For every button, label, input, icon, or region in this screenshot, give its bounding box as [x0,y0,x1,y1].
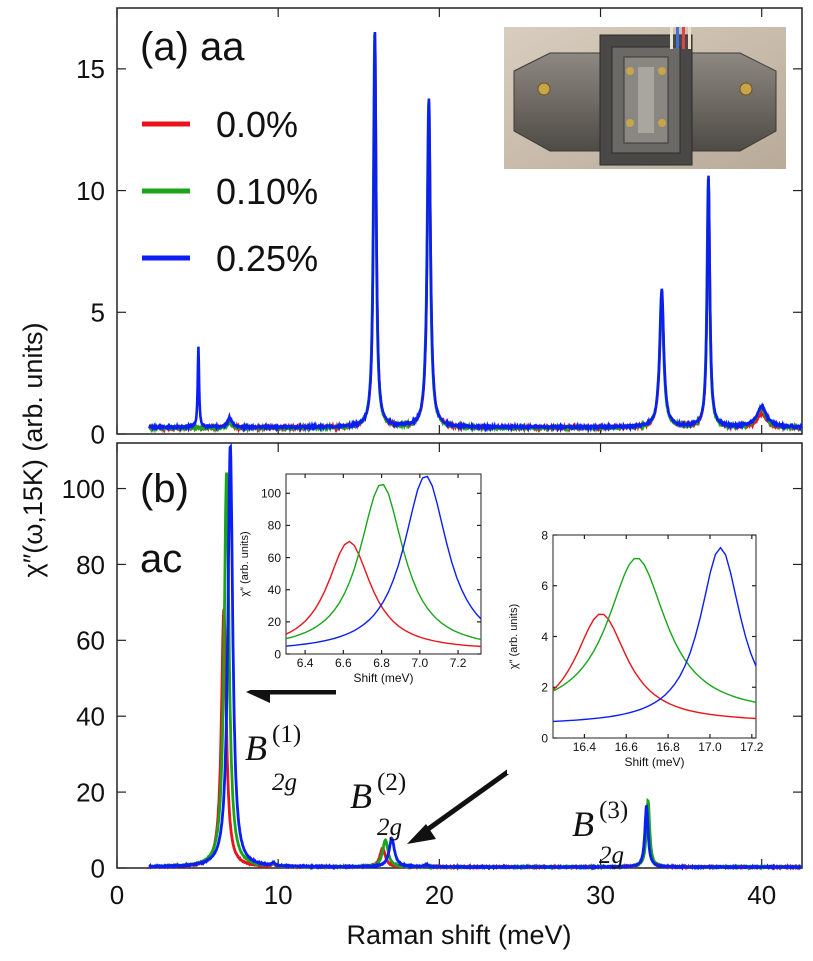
arrow-head [407,824,436,844]
y-tick-label: 6 [541,579,548,593]
y-tick-label: 20 [268,615,282,629]
peak-label-sub: 2g [599,842,624,869]
main-labels: χ″(ω,15K) (arb. units) Raman shift (meV) [18,323,572,950]
y-tick-label: 80 [76,550,105,580]
panel-subtitle: ac [140,537,182,581]
inset-x-label: Shift (meV) [624,755,684,769]
y-tick-label: 0 [541,731,548,745]
inset-series-0.25% [285,475,482,647]
x-tick-label: 16.8 [656,740,680,754]
y-tick-label: 8 [541,528,548,542]
inset-series-0.0% [285,540,482,648]
x-tick-label: 16.4 [573,740,597,754]
y-tick-label: 40 [268,583,282,597]
series-line-0.25% [148,443,803,871]
x-tick-label: 10 [264,880,293,910]
inset-x-label: Shift (meV) [353,671,413,685]
peak-label-sub: 2g [377,814,402,841]
panel-title: (a) aa [140,25,245,69]
legend-label: 0.0% [216,104,298,145]
y-tick-label: 0 [91,419,105,449]
peak-label: B [350,776,372,816]
inset-bg [238,470,487,690]
y-tick-label: 0 [91,853,105,883]
y-tick-label: 0 [274,647,281,661]
inset-series-0.10% [552,557,757,703]
inset-y-label: χ″ (arb. units) [508,604,520,669]
y-tick-label: 40 [76,702,105,732]
inset-series-0.10% [285,483,482,641]
x-tick-label: 7.2 [450,656,467,670]
peak-label-sup: (2) [377,769,406,796]
y-tick-label: 20 [76,777,105,807]
x-tick-label: 20 [425,880,454,910]
x-tick-label: 6.8 [373,656,390,670]
peak-label-sup: (1) [272,721,301,748]
y-tick-label: 100 [261,487,281,501]
inset-y-label: χ″ (arb. units) [239,531,251,596]
y-tick-label: 4 [541,630,548,644]
x-tick-label: 17.0 [698,740,722,754]
x-tick-label: 30 [586,880,615,910]
y-tick-label: 60 [268,551,282,565]
peak-label: B [572,804,594,844]
x-tick-label: 6.6 [335,656,352,670]
y-tick-label: 15 [76,54,105,84]
peak-label-sup: (3) [599,797,628,824]
inset-bg [507,531,762,774]
x-tick-label: 40 [747,880,776,910]
x-tick-label: 16.6 [615,740,639,754]
peak-label-sub: 2g [272,769,297,796]
y-tick-label: 10 [76,176,105,206]
y-tick-label: 2 [541,681,548,695]
plot-frame [285,473,482,655]
x-tick-label: 7.0 [411,656,428,670]
x-tick-label: 0 [110,880,124,910]
y-tick-label: 5 [91,298,105,328]
inset-1: 6.4 6.6 6.8 7.0 7.2 0 20 40 60 80 100 Shift (meV) χ″… [238,470,487,690]
x-axis-label: Raman shift (meV) [346,920,571,950]
legend-label: 0.25% [216,238,318,279]
x-tick-label: 6.4 [297,656,314,670]
inset-series-0.25% [552,546,757,723]
plot-frame [116,7,803,435]
y-tick-label: 60 [76,626,105,656]
y-axis-label: χ″(ω,15K) (arb. units) [18,323,48,578]
panel-title: (b) [140,467,189,511]
x-tick-label: 17.2 [740,740,764,754]
peak-label: B [245,728,267,768]
strain-cell-device-photo [504,27,786,169]
series-line-0.25% [148,31,804,433]
inset-series-0.0% [552,613,757,720]
inset-2: 16.4 16.6 16.8 17.0 17.2 0 2 4 6 8 Shift (meV) χ″ (… [507,528,764,774]
panel-a: 0 5 10 15 (a) aa 0.0% 0.10% 0.25% [76,7,804,449]
y-tick-label: 100 [62,474,105,504]
y-tick-label: 80 [268,519,282,533]
legend-label: 0.10% [216,171,318,212]
